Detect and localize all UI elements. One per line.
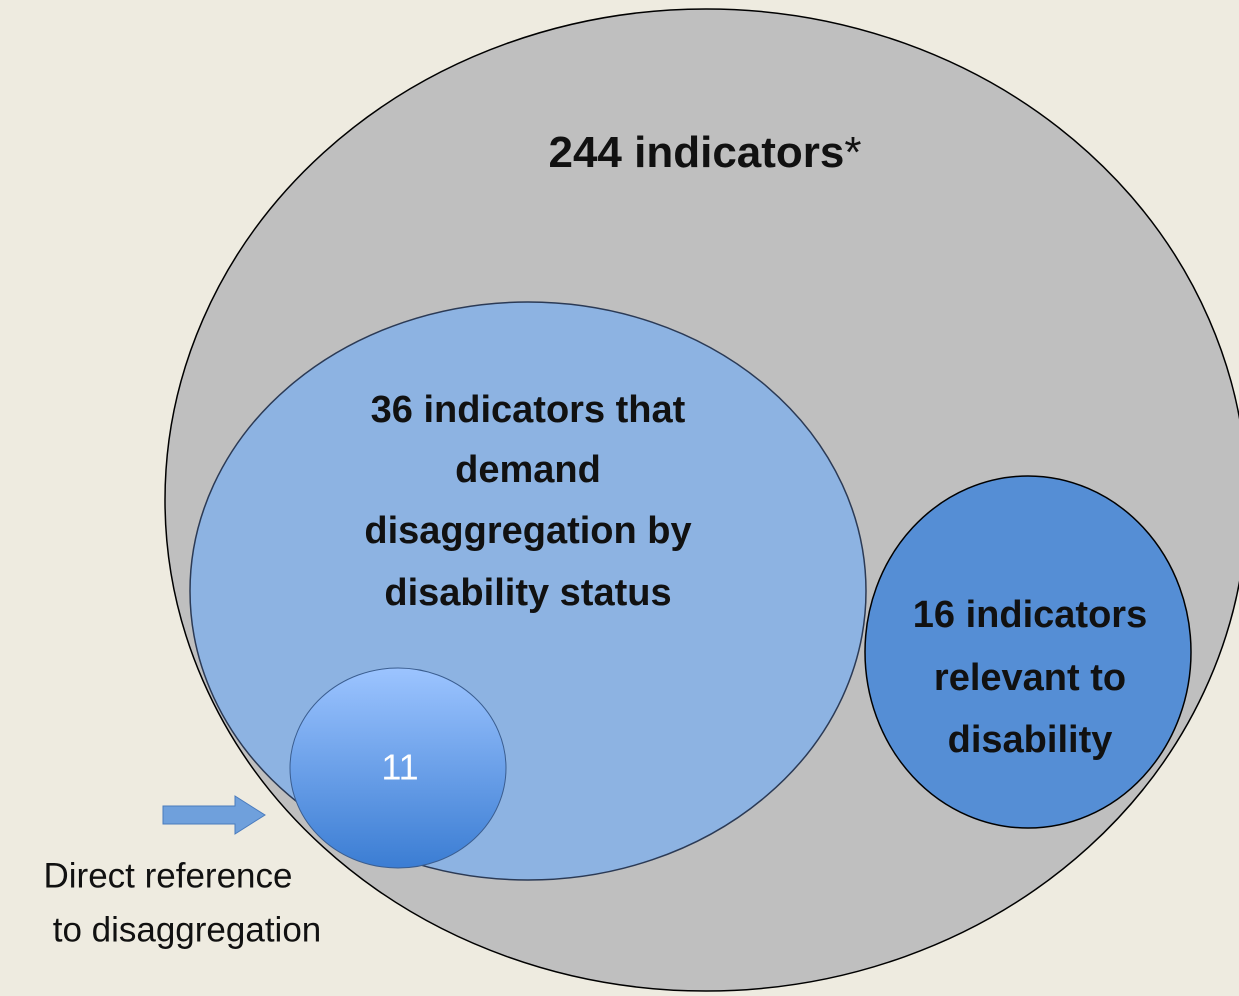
arrow xyxy=(162,795,266,835)
middle-label: disability status xyxy=(384,572,671,614)
right-label: relevant to xyxy=(934,657,1126,699)
middle-label: 36 indicators that xyxy=(371,389,686,431)
right-label: disability xyxy=(948,719,1113,761)
inner-label: 11 xyxy=(381,747,418,788)
outer-label-note: * xyxy=(844,128,861,177)
right-label: 16 indicators xyxy=(913,594,1147,636)
middle-label: disaggregation by xyxy=(364,510,691,552)
outer-label-text: 244 indicators xyxy=(548,128,844,177)
annotation: to disaggregation xyxy=(53,910,322,949)
outer-label: 244 indicators* xyxy=(548,128,861,177)
middle-label: demand xyxy=(455,449,601,491)
inner-circle xyxy=(289,667,507,869)
right-circle xyxy=(864,475,1192,829)
annotation: Direct reference xyxy=(44,856,293,895)
